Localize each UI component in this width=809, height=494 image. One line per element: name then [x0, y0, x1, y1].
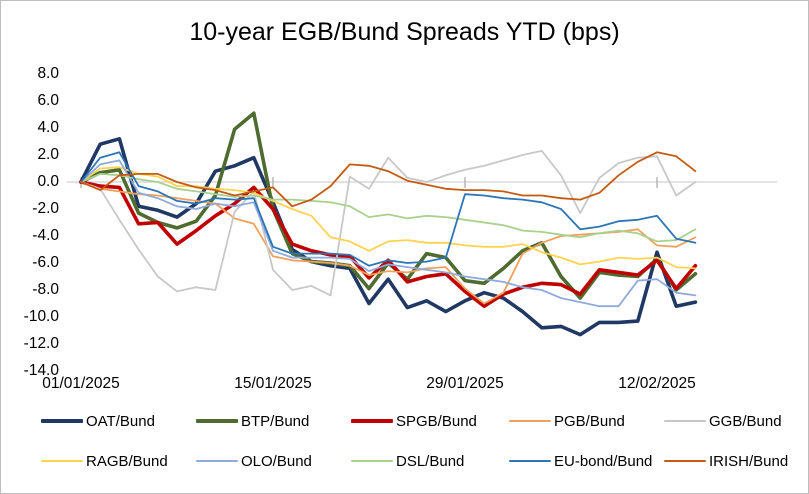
y-tick-label: -12.0 — [23, 335, 59, 352]
y-tick-label: 6.0 — [37, 92, 59, 109]
x-tick-label: 15/01/2025 — [234, 375, 312, 392]
legend-label: IRISH/Bund — [709, 452, 789, 470]
legend-item-btp-bund: BTP/Bund — [196, 412, 309, 430]
y-tick-label: -2.0 — [32, 200, 59, 217]
legend-label: OAT/Bund — [86, 412, 155, 430]
series-line-irish-bund — [80, 151, 697, 208]
x-tick-label: 01/01/2025 — [42, 375, 120, 392]
series-line-olo-bund — [80, 159, 697, 308]
y-tick-label: -10.0 — [23, 308, 59, 325]
x-tick-label: 29/01/2025 — [426, 375, 504, 392]
y-tick-label: -14.0 — [23, 362, 59, 379]
series-line-eu-bond-bund — [80, 151, 697, 267]
series-line-ragb-bund — [80, 166, 697, 270]
y-tick-label: 0.0 — [37, 173, 59, 190]
legend-swatch — [196, 418, 238, 424]
legend-label: SPGB/Bund — [396, 412, 477, 430]
x-tick-label: 12/02/2025 — [618, 375, 696, 392]
legend-swatch — [41, 418, 83, 424]
legend-item-olo-bund: OLO/Bund — [196, 452, 312, 470]
legend-label: GGB/Bund — [709, 412, 782, 430]
legend-swatch — [351, 418, 393, 424]
y-tick-label: -8.0 — [32, 281, 59, 298]
legend-swatch — [664, 419, 706, 423]
legend-item-dsl-bund: DSL/Bund — [351, 452, 464, 470]
legend-item-eu-bond-bund: EU-bond/Bund — [509, 452, 652, 470]
legend-item-ragb-bund: RAGB/Bund — [41, 452, 168, 470]
legend-label: RAGB/Bund — [86, 452, 168, 470]
legend-label: PGB/Bund — [554, 412, 625, 430]
series-line-oat-bund — [79, 137, 698, 337]
legend-item-spgb-bund: SPGB/Bund — [351, 412, 477, 430]
legend-swatch — [196, 459, 238, 463]
legend-swatch — [664, 459, 706, 463]
legend-item-oat-bund: OAT/Bund — [41, 412, 155, 430]
legend-item-irish-bund: IRISH/Bund — [664, 452, 788, 470]
legend-swatch — [41, 459, 83, 463]
legend-item-ggb-bund: GGB/Bund — [664, 412, 782, 430]
series-line-ggb-bund — [80, 149, 697, 297]
y-tick-label: -6.0 — [32, 254, 59, 271]
y-tick-label: -4.0 — [32, 227, 59, 244]
legend-label: DSL/Bund — [396, 452, 465, 470]
y-tick-label: 8.0 — [37, 65, 59, 82]
legend-label: OLO/Bund — [241, 452, 312, 470]
y-tick-label: 2.0 — [37, 146, 59, 163]
y-tick-label: 4.0 — [37, 119, 59, 136]
legend-swatch — [509, 419, 551, 423]
legend-label: BTP/Bund — [241, 412, 310, 430]
chart-title: 10-year EGB/Bund Spreads YTD (bps) — [189, 18, 620, 46]
legend-label: EU-bond/Bund — [554, 452, 653, 470]
legend-swatch — [509, 459, 551, 463]
legend-swatch — [351, 459, 393, 463]
series-line-pgb-bund — [80, 181, 697, 305]
legend-item-pgb-bund: PGB/Bund — [509, 412, 625, 430]
series-line-dsl-bund — [80, 172, 697, 243]
